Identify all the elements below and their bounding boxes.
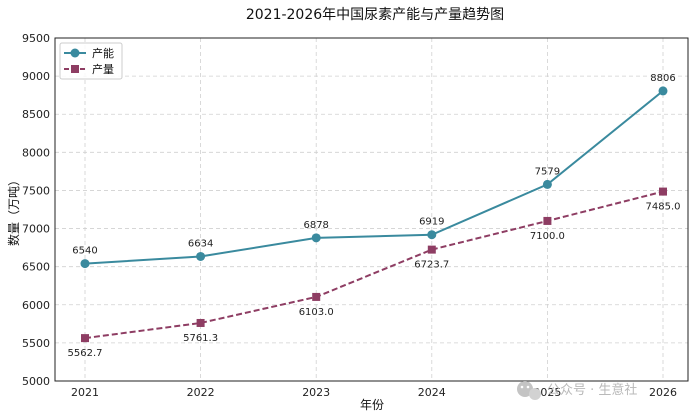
chart-title: 2021-2026年中国尿素产能与产量趋势图 bbox=[246, 7, 504, 23]
x-tick-label: 2026 bbox=[649, 386, 677, 399]
legend-marker bbox=[71, 65, 79, 73]
data-point bbox=[80, 259, 90, 269]
data-label: 6919 bbox=[419, 217, 444, 228]
legend-marker bbox=[70, 48, 80, 58]
data-point bbox=[196, 251, 206, 261]
data-label: 7100.0 bbox=[530, 231, 565, 242]
y-tick-label: 7000 bbox=[22, 223, 50, 236]
x-axis-label: 年份 bbox=[360, 398, 384, 412]
data-label: 5562.7 bbox=[68, 348, 103, 359]
data-label: 6723.7 bbox=[414, 260, 449, 271]
legend-label: 产能 bbox=[92, 46, 114, 60]
watermark: 公众号 · 生意社 bbox=[517, 381, 637, 400]
y-tick-label: 6000 bbox=[22, 299, 50, 312]
series-line-2 bbox=[84, 190, 664, 340]
x-tick-label: 2021 bbox=[71, 386, 99, 399]
data-point bbox=[659, 187, 667, 196]
data-label: 8806 bbox=[650, 73, 675, 84]
data-label: 6103.0 bbox=[299, 307, 334, 318]
x-tick-label: 2024 bbox=[418, 386, 446, 399]
data-point bbox=[312, 292, 321, 301]
data-point bbox=[196, 318, 205, 327]
data-point bbox=[542, 179, 552, 189]
y-axis-label: 数量（万吨） bbox=[6, 174, 21, 246]
data-point bbox=[427, 245, 436, 254]
data-label: 6878 bbox=[303, 220, 328, 231]
series-line-1 bbox=[84, 90, 664, 265]
y-tick-label: 8500 bbox=[22, 108, 50, 121]
data-label: 6634 bbox=[188, 238, 213, 249]
y-tick-label: 6500 bbox=[22, 261, 50, 274]
data-label: 5761.3 bbox=[183, 333, 218, 344]
data-point bbox=[543, 216, 552, 225]
tick-labels: 5000 5500 6000 6500 7000 7500 8000 8500 9000 9500… bbox=[22, 32, 677, 399]
data-point bbox=[311, 233, 321, 243]
y-tick-label: 5000 bbox=[22, 375, 50, 388]
y-tick-label: 5500 bbox=[22, 337, 50, 350]
data-labels: 6540 6634 6878 6919 7579 8806 5562.7 5761.3 6103… bbox=[68, 73, 681, 359]
legend-label: 产量 bbox=[92, 62, 114, 76]
data-point bbox=[81, 334, 89, 343]
y-tick-label: 7500 bbox=[22, 184, 50, 197]
data-label: 7579 bbox=[535, 166, 560, 177]
y-tick-label: 8000 bbox=[22, 146, 50, 159]
x-tick-label: 2023 bbox=[302, 386, 330, 399]
y-tick-label: 9000 bbox=[22, 70, 50, 83]
data-label: 7485.0 bbox=[646, 202, 681, 213]
series-layer bbox=[80, 86, 668, 343]
data-point bbox=[427, 230, 437, 240]
plot-frame bbox=[54, 37, 689, 382]
data-label: 6540 bbox=[72, 246, 97, 257]
y-tick-label: 9500 bbox=[22, 32, 50, 45]
watermark-text: 公众号 · 生意社 bbox=[547, 382, 637, 398]
data-point bbox=[658, 86, 668, 96]
wechat-icon bbox=[517, 381, 541, 400]
x-tick-label: 2022 bbox=[187, 386, 215, 399]
